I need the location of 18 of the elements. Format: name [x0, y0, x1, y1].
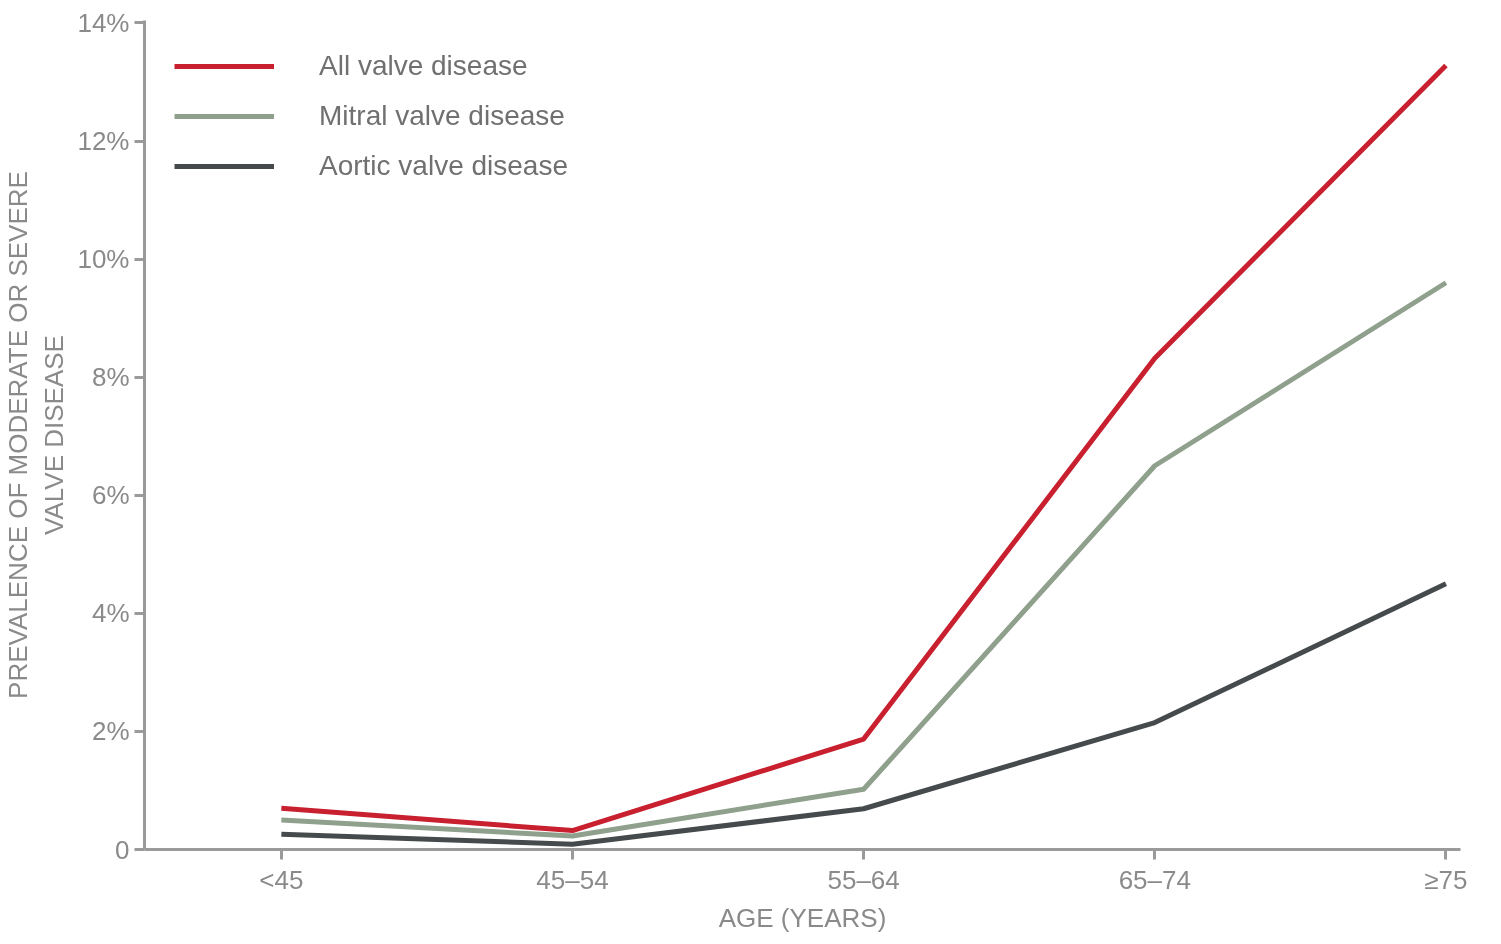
y-axis-title: PREVALENCE OF MODERATE OR SEVERE VALVE DISEASE: [3, 171, 70, 699]
y-tick-label: 8%: [91, 362, 130, 393]
x-tick-label: ≥75: [1424, 864, 1468, 895]
x-tick-label: 65–74: [1118, 864, 1191, 895]
y-tick-label: 6%: [91, 480, 130, 511]
legend-label: Mitral valve disease: [319, 100, 565, 132]
x-tick-label: 45–54: [536, 864, 609, 895]
y-tick-label: 0: [115, 834, 130, 865]
y-tick-label: 14%: [77, 7, 130, 38]
x-axis-title: AGE (YEARS): [718, 902, 887, 933]
x-tick-label: <45: [259, 864, 304, 895]
y-tick-label: 4%: [91, 598, 130, 629]
x-tick-label: 55–64: [827, 864, 900, 895]
legend-label: All valve disease: [319, 50, 528, 82]
legend-label: Aortic valve disease: [319, 150, 569, 182]
y-tick-label: 2%: [91, 716, 130, 747]
y-tick-label: 12%: [77, 126, 130, 157]
y-tick-label: 10%: [77, 244, 130, 275]
